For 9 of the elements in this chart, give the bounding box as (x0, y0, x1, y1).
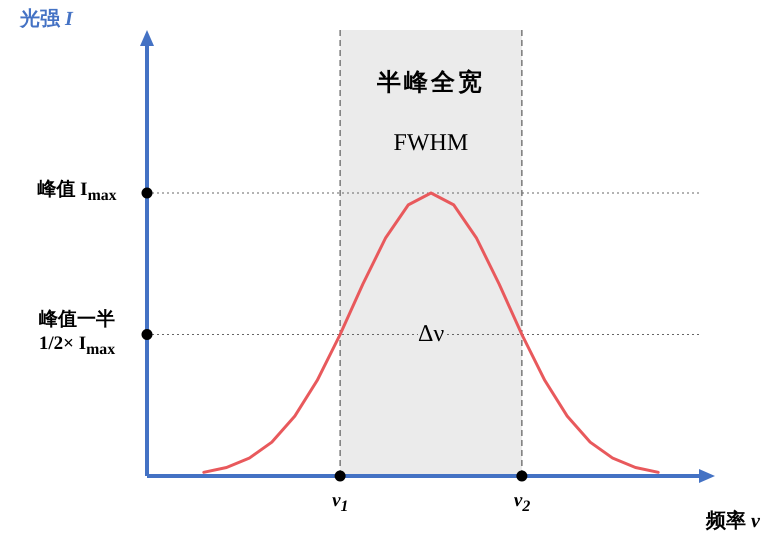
text: 光强 I (20, 6, 73, 32)
x-axis-title: 频率 ν (706, 508, 760, 534)
x-tick-label: ν$_{2}$ (514, 490, 530, 516)
band-label: 半峰全宽 (377, 66, 485, 98)
ref-line-label: 峰值 I$_{max}$ (36, 178, 118, 206)
ref-line-label: 峰值一半 1/2× I$_{max}$ (38, 308, 116, 360)
annotation: Δν (418, 321, 444, 348)
x-tick-label: ν$_{1}$ (332, 490, 348, 516)
text: FWHM (394, 130, 468, 156)
